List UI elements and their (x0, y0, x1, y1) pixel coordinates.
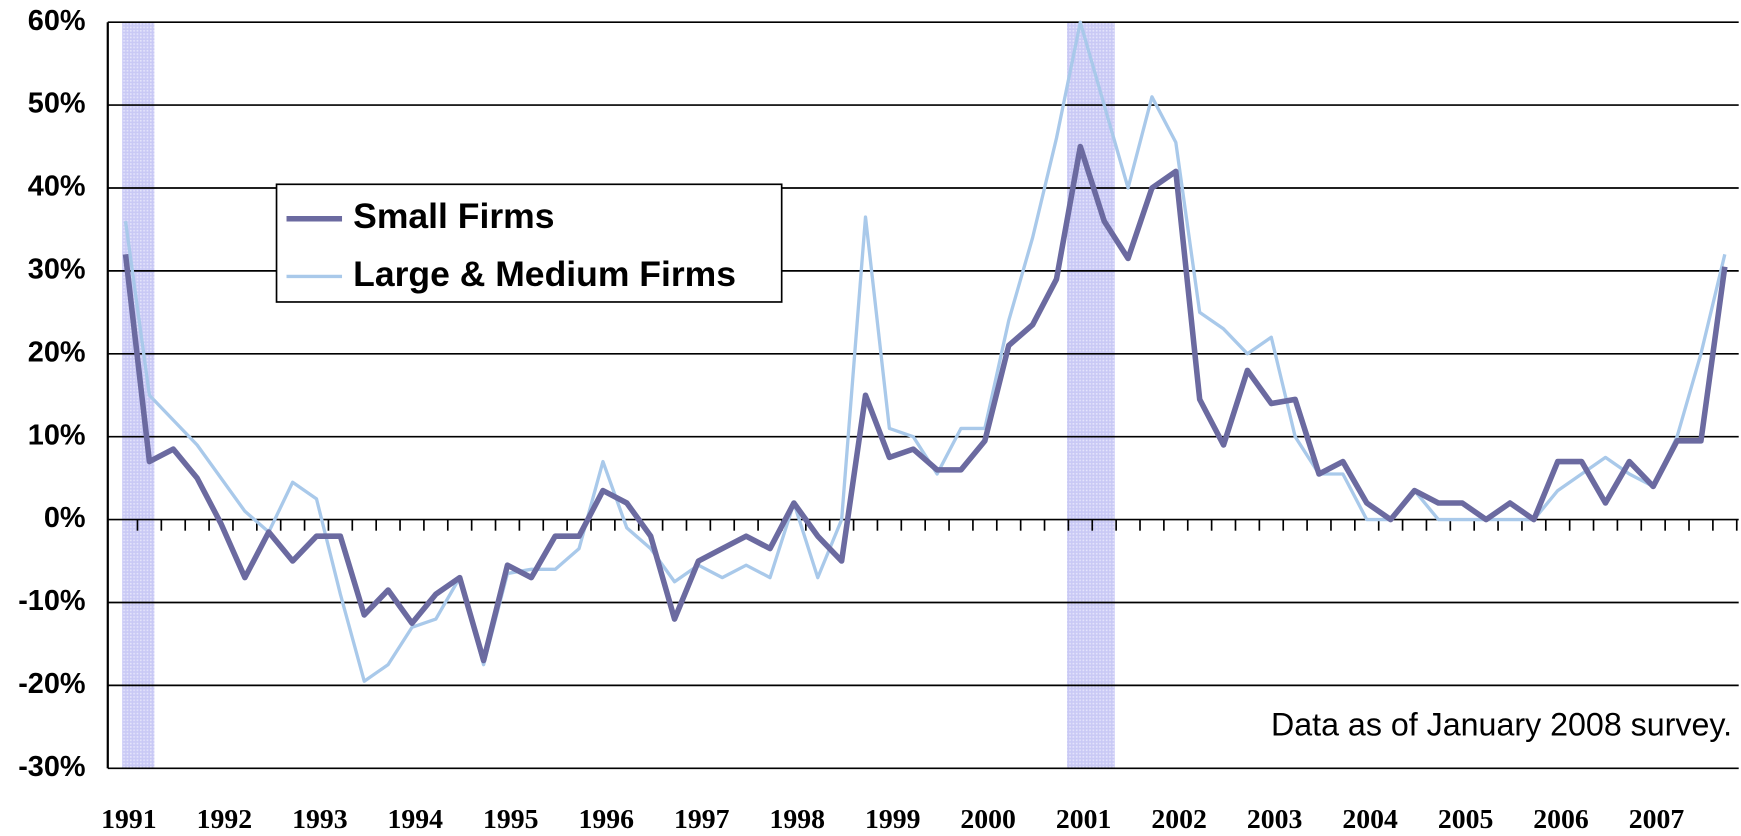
x-tick-label: 1998 (769, 804, 824, 835)
x-tick-label: 2005 (1438, 804, 1494, 835)
y-tick-label: -10% (18, 585, 85, 617)
x-tick-label: 1991 (101, 804, 156, 835)
y-tick-label: -30% (18, 751, 85, 783)
x-tick-label: 1993 (292, 804, 348, 835)
x-tick-label: 2006 (1533, 804, 1589, 835)
legend-label: Small Firms (353, 196, 554, 236)
x-tick-label: 2001 (1056, 804, 1112, 835)
line (122, 143, 1728, 664)
x-tick-label: 2003 (1247, 804, 1303, 835)
y-tick-label: -20% (18, 668, 85, 700)
x-tick-label: 2000 (960, 804, 1016, 835)
x-tick-label: 1999 (865, 804, 921, 835)
y-tick-label: 50% (28, 88, 86, 120)
y-tick-label: 10% (28, 419, 86, 451)
x-tick-label: 1992 (197, 804, 253, 835)
y-tick-label: 0% (44, 502, 86, 534)
legend-label: Large & Medium Firms (353, 254, 736, 294)
x-tick-label: 2004 (1342, 804, 1398, 835)
x-tick-label: 1996 (579, 804, 635, 835)
y-tick-label: 60% (28, 5, 86, 37)
x-tick-label: 1994 (388, 804, 444, 835)
recession-band (1067, 22, 1115, 769)
x-tick-label: 1997 (674, 804, 730, 835)
x-tick-label: 1995 (483, 804, 539, 835)
x-tick-label: 2007 (1629, 804, 1685, 835)
annotation: Data as of January 2008 survey. (1271, 707, 1732, 743)
legend (275, 183, 783, 303)
y-tick-label: 30% (28, 254, 86, 286)
y-tick-label: 20% (28, 336, 86, 368)
y-tick-label: 40% (28, 171, 86, 203)
line (123, 20, 1727, 683)
x-tick-label: 2002 (1151, 804, 1207, 835)
